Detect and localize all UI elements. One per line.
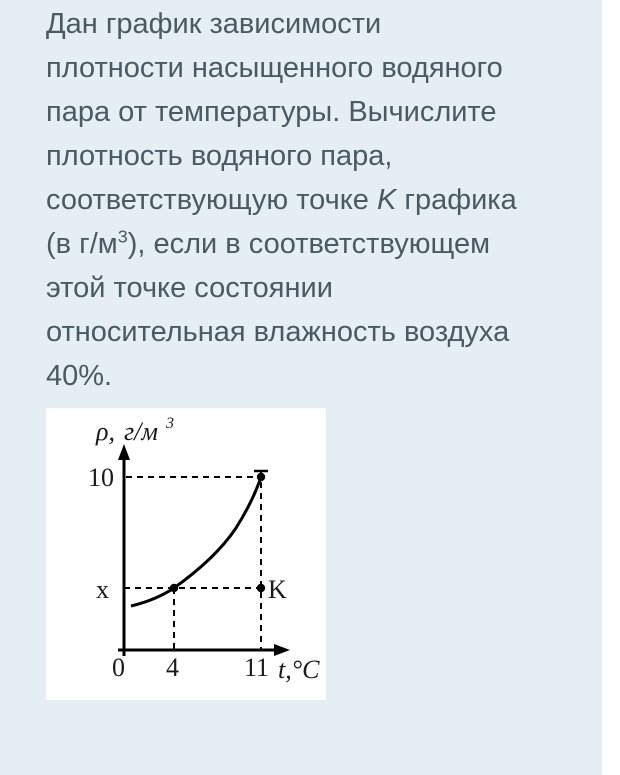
ytick-10: 10 [88,463,114,492]
y-axis-arrow-icon [118,444,130,460]
chart-svg: ρ, г/м 3 [46,408,326,700]
y-axis-unit-sup: 3 [165,415,174,432]
text-line-6-sup: 3 [118,226,128,246]
xtick-0: 0 [112,653,125,682]
y-axis-rho: ρ, [95,417,115,446]
marker-at-11-top [257,473,265,481]
guide-lines [124,471,261,650]
text-line-7: этой точке состоянии [46,272,333,304]
xtick-11: 11 [244,653,269,682]
label-K: K [268,575,287,604]
text-line-3: пара от температуры. Вычислите [46,96,497,128]
x-axis-title: t,°C [278,655,320,684]
point-K-letter: K [377,184,396,216]
problem-text: Дан график зависимости плотности насыщен… [46,0,564,398]
text-line-8: относительная влажность воздуха [46,316,509,348]
text-line-6a: (в г/м [46,228,118,260]
ytick-x: x [96,575,109,604]
marker-K [257,584,265,592]
chart-container: ρ, г/м 3 [46,408,326,700]
text-line-9: 40%. [46,360,112,392]
text-line-2: плотности насыщенного водяного [46,52,503,84]
xtick-4: 4 [166,653,179,682]
marker-at-4 [170,584,178,592]
y-axis-unit-g: г/м [124,417,158,446]
text-line-6b: ), если в соответствующем [128,228,490,260]
text-line-5a: соответствующую точке [46,184,377,216]
density-curve [131,477,261,606]
problem-panel: Дан график зависимости плотности насыщен… [0,0,602,775]
text-line-4: плотность водяного пара, [46,140,392,172]
text-line-5b: графика [396,184,516,216]
text-line-1: Дан график зависимости [46,8,381,40]
